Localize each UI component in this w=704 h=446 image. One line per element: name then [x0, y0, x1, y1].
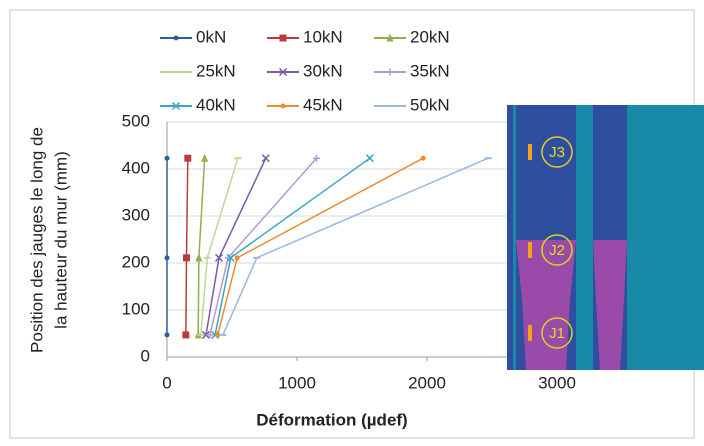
legend-label: 40kN — [196, 95, 236, 114]
y-tick-label: 0 — [141, 346, 150, 365]
x-axis-title: Déformation (µdef) — [256, 410, 407, 429]
marker — [183, 254, 190, 262]
legend-label: 50kN — [410, 95, 450, 114]
marker — [164, 332, 170, 338]
y-tick-label: 200 — [122, 252, 150, 271]
gauge-label: J3 — [549, 144, 565, 161]
marker — [279, 34, 287, 42]
marker — [214, 253, 224, 262]
marker — [201, 153, 209, 162]
y-tick-label: 100 — [122, 299, 150, 318]
x-tick-label: 3000 — [538, 373, 576, 392]
marker — [173, 35, 179, 41]
gauge-label: J1 — [549, 325, 565, 342]
marker — [182, 331, 190, 339]
legend-label: 10kN — [303, 27, 343, 46]
y-tick-label: 300 — [122, 205, 150, 224]
y-axis-title: la hauteur du mur (mm) — [51, 151, 70, 329]
marker — [184, 154, 192, 162]
marker — [234, 255, 240, 261]
marker — [386, 33, 394, 42]
marker — [171, 101, 181, 111]
marker — [201, 330, 211, 339]
marker — [195, 253, 203, 262]
marker — [261, 154, 270, 163]
y-tick-label: 500 — [122, 111, 150, 130]
x-tick-label: 2000 — [408, 373, 446, 392]
y-axis-title: Position des jauges le long de — [27, 127, 46, 353]
marker — [226, 253, 235, 262]
marker — [278, 67, 288, 77]
marker — [206, 331, 214, 339]
legend-label: 30kN — [303, 61, 343, 80]
marker — [280, 103, 286, 109]
marker — [215, 332, 221, 338]
marker — [164, 255, 170, 261]
marker — [164, 155, 170, 161]
x-tick-label: 0 — [162, 373, 171, 392]
gauge-label: J2 — [549, 242, 565, 259]
legend-label: 25kN — [196, 61, 236, 80]
x-tick-label: 1000 — [278, 373, 316, 392]
wall-diagram: J3 J2 J1 — [507, 105, 704, 370]
legend-label: 20kN — [410, 27, 450, 46]
y-tick-label: 400 — [122, 158, 150, 177]
marker — [386, 68, 394, 76]
legend-label: 0kN — [196, 27, 226, 46]
legend-label: 45kN — [303, 95, 343, 114]
marker — [313, 154, 320, 162]
marker — [365, 154, 374, 163]
legend-label: 35kN — [410, 61, 450, 80]
marker — [420, 155, 426, 161]
